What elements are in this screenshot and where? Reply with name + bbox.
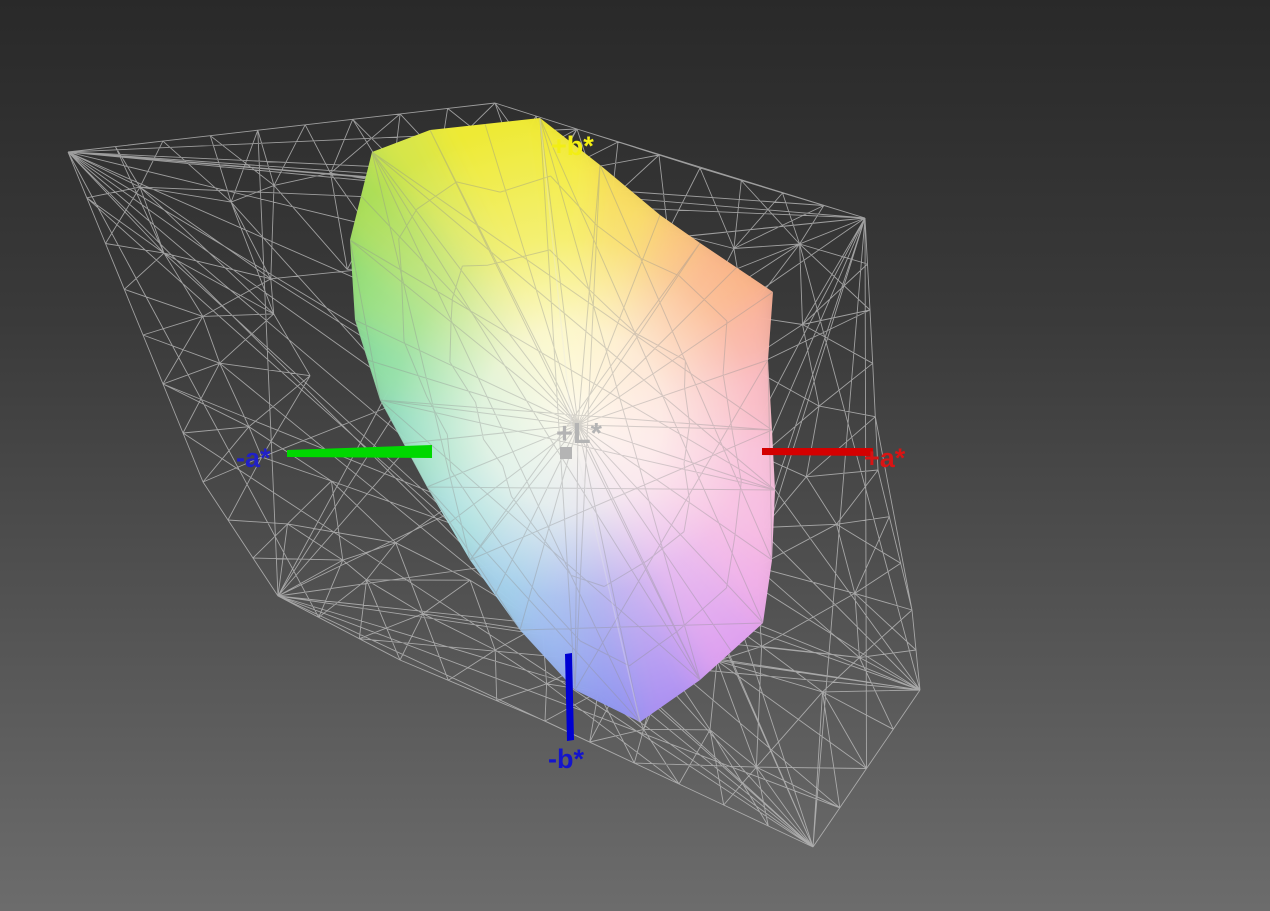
- b-minus-axis-label: -b*: [548, 744, 584, 774]
- a-plus-axis-bar: [762, 448, 873, 456]
- a-plus-axis-label: +a*: [864, 443, 906, 473]
- b-plus-axis-label: +b*: [551, 131, 594, 161]
- a-minus-axis-label: -a*: [236, 443, 271, 473]
- b-minus-axis-bar: [565, 653, 574, 741]
- a-minus-axis-bar: [287, 445, 432, 458]
- L-plus-axis-label: +L*: [556, 418, 603, 450]
- L-axis-marker-square: [560, 447, 572, 459]
- display-gamut-mesh-lines: [350, 118, 775, 722]
